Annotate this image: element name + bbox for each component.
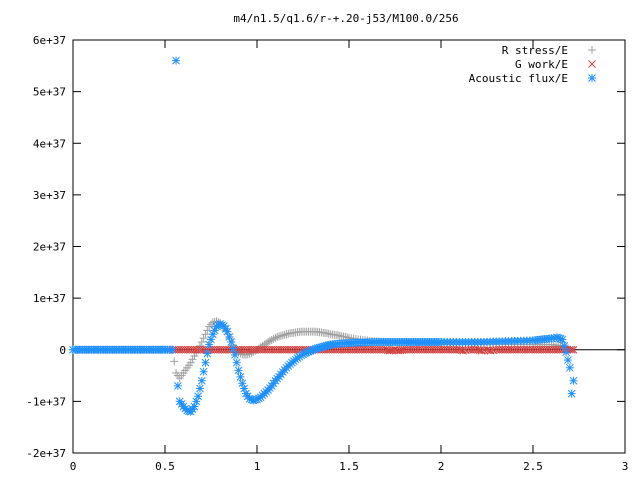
legend-marker — [588, 60, 596, 68]
data-point — [188, 355, 197, 364]
data-point — [195, 384, 204, 393]
data-point — [558, 335, 567, 344]
data-point — [194, 392, 203, 401]
series-1 — [170, 345, 578, 355]
data-point — [324, 329, 333, 338]
series-2 — [69, 56, 578, 416]
x-tick-label: 2.5 — [523, 460, 543, 473]
y-tick-label: 0 — [59, 344, 66, 357]
data-point — [173, 381, 182, 390]
plot-frame — [72, 39, 626, 454]
x-tick-label: 1 — [254, 460, 261, 473]
data-point — [201, 358, 210, 367]
y-tick-label: 5e+37 — [33, 86, 66, 99]
series-layer — [69, 56, 578, 416]
data-point — [278, 331, 287, 340]
data-point — [236, 372, 245, 381]
y-tick-label: 2e+37 — [33, 241, 66, 254]
data-point — [284, 329, 293, 338]
data-point — [282, 330, 291, 339]
x-tick-label: 1.5 — [339, 460, 359, 473]
legend-label: Acoustic flux/E — [469, 72, 568, 85]
data-point — [560, 341, 569, 350]
y-tick-label: 4e+37 — [33, 137, 66, 150]
data-point — [269, 334, 278, 343]
data-point — [569, 345, 578, 354]
data-point — [170, 357, 179, 366]
x-tick-label: 0 — [70, 460, 77, 473]
data-point — [232, 358, 241, 367]
data-point — [230, 350, 239, 359]
x-tick-label: 2 — [438, 460, 445, 473]
data-point — [201, 330, 210, 339]
data-point — [265, 336, 274, 345]
y-tick-label: 6e+37 — [33, 34, 66, 47]
y-tick-label: 3e+37 — [33, 189, 66, 202]
data-point — [563, 356, 572, 365]
data-point — [567, 389, 576, 398]
data-point — [229, 344, 238, 353]
legend-label: G work/E — [515, 58, 568, 71]
data-point — [197, 376, 206, 385]
data-point — [172, 56, 181, 65]
data-point — [322, 329, 331, 338]
data-point — [341, 332, 350, 341]
data-point — [168, 345, 177, 354]
data-point — [199, 334, 208, 343]
x-tick-label: 0.5 — [155, 460, 175, 473]
data-point — [275, 332, 284, 341]
data-point — [267, 335, 276, 344]
data-point — [276, 331, 285, 340]
data-point — [565, 363, 574, 372]
x-axis: 0 0.5 1 1.5 2 2.5 3 — [70, 40, 629, 473]
data-point — [199, 367, 208, 376]
data-point — [280, 330, 289, 339]
chart-title: m4/n1.5/q1.6/r-+.20-j53/M100.0/256 — [233, 12, 458, 25]
data-point — [264, 338, 273, 347]
x-tick-label: 3 — [622, 460, 629, 473]
data-point — [197, 338, 206, 347]
data-point — [203, 349, 212, 358]
data-point — [569, 376, 578, 385]
legend-label: R stress/E — [502, 44, 568, 57]
data-point — [335, 331, 344, 340]
data-point — [333, 331, 342, 340]
data-point — [227, 338, 236, 347]
data-point — [234, 366, 243, 375]
legend-marker — [588, 74, 596, 82]
legend-marker — [588, 46, 596, 54]
data-point — [562, 348, 571, 357]
data-point — [271, 333, 280, 342]
y-tick-label: 1e+37 — [33, 292, 66, 305]
data-point — [273, 333, 282, 342]
data-point — [186, 358, 195, 367]
y-axis: -2e+37 -1e+37 0 1e+37 2e+37 3e+37 4e+37 5e+37 6e… — [26, 34, 625, 460]
data-point — [205, 322, 214, 331]
y-tick-label: -1e+37 — [26, 395, 66, 408]
y-tick-label: -2e+37 — [26, 447, 66, 460]
data-point — [203, 326, 212, 335]
